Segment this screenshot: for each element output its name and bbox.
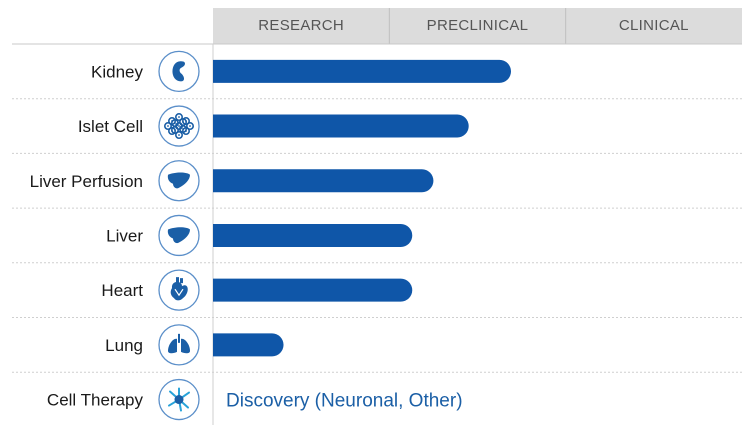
- row-label-liver: Liver: [106, 226, 143, 245]
- bar-islet-cell: [213, 114, 469, 138]
- liver-icon: [158, 214, 200, 257]
- stage-label-research: RESEARCH: [258, 17, 344, 34]
- grid: [12, 43, 742, 425]
- annotations: Discovery (Neuronal, Other): [226, 391, 463, 412]
- kidney-icon: [158, 50, 200, 92]
- stage-header: RESEARCH PRECLINICAL CLINICAL: [213, 8, 742, 44]
- row-label-lung: Lung: [105, 336, 143, 355]
- stage-label-clinical: CLINICAL: [619, 17, 689, 34]
- stage-label-preclinical: PRECLINICAL: [427, 17, 529, 34]
- header-background: [213, 8, 742, 44]
- row-labels: Kidney Islet Cell Liver Perfusion Liver Hear…: [30, 62, 144, 409]
- row-icons: [158, 50, 200, 421]
- bar-heart: [213, 278, 413, 302]
- heart-icon: [158, 269, 200, 311]
- neuron-icon: [158, 378, 200, 421]
- bar-liver: [213, 223, 413, 247]
- row-label-heart: Heart: [101, 281, 143, 300]
- liver-icon: [158, 160, 200, 202]
- row-label-islet-cell: Islet Cell: [78, 117, 143, 136]
- lung-icon: [158, 324, 200, 366]
- annotation-cell-therapy: Discovery (Neuronal, Other): [226, 391, 463, 412]
- bars: [213, 59, 512, 357]
- bar-liver-perfusion: [213, 169, 434, 193]
- row-label-cell-therapy: Cell Therapy: [47, 391, 144, 410]
- bar-lung: [213, 333, 284, 357]
- bar-kidney: [213, 59, 512, 83]
- islet-cell-icon: [158, 105, 200, 147]
- row-label-kidney: Kidney: [91, 62, 143, 81]
- row-label-liver-perfusion: Liver Perfusion: [30, 172, 143, 191]
